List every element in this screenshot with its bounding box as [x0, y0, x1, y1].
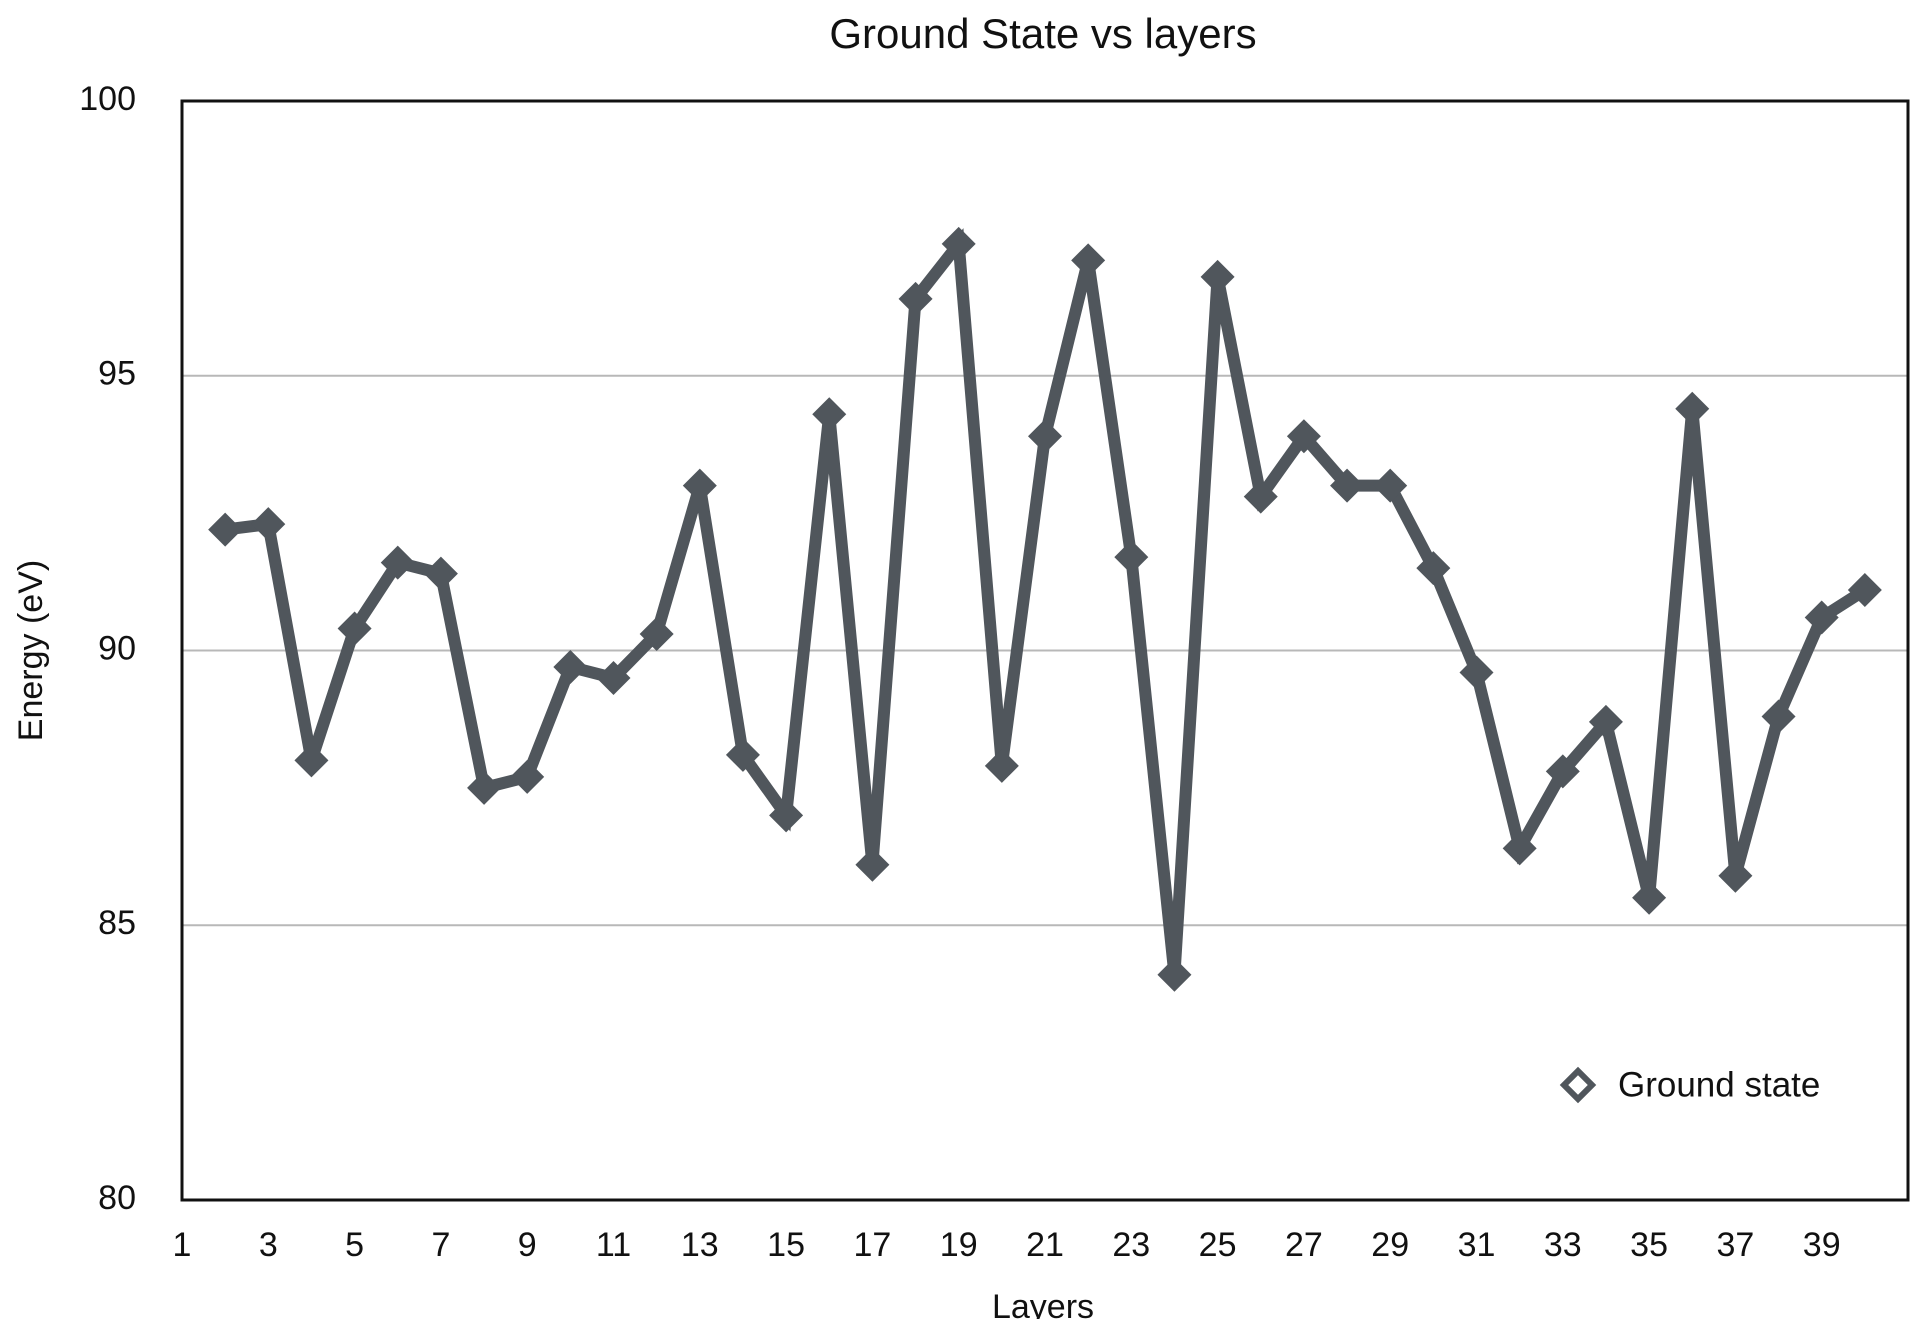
data-point-marker	[1804, 600, 1839, 635]
x-tick-label: 33	[1544, 1226, 1582, 1264]
x-tick-label: 31	[1458, 1226, 1496, 1264]
data-point-marker	[1114, 540, 1149, 575]
data-point-marker	[984, 748, 1019, 783]
x-tick-label: 3	[259, 1226, 278, 1264]
data-point-marker	[553, 649, 588, 684]
legend-label-ground-state: Ground state	[1618, 1065, 1820, 1104]
data-point-marker	[1243, 479, 1278, 514]
x-tick-label: 23	[1112, 1226, 1150, 1264]
data-point-marker	[812, 397, 847, 432]
y-tick-label: 80	[98, 1179, 136, 1217]
data-point-marker	[1157, 957, 1192, 992]
x-tick-label: 19	[940, 1226, 978, 1264]
data-point-marker	[682, 468, 717, 503]
data-point-marker	[1416, 551, 1451, 586]
x-tick-label: 17	[853, 1226, 891, 1264]
data-point-marker	[1071, 243, 1106, 278]
data-point-marker	[1718, 858, 1753, 893]
x-tick-label: 5	[345, 1226, 364, 1264]
legend: Ground state	[1559, 1065, 1820, 1104]
data-point-marker	[337, 611, 372, 646]
data-point-marker	[467, 770, 502, 805]
data-point-marker	[423, 556, 458, 591]
data-point-marker	[1502, 831, 1537, 866]
chart-title: Ground State vs layers	[829, 10, 1256, 57]
data-point-marker	[1588, 704, 1623, 739]
series-group	[208, 226, 1882, 992]
y-axis-ticks: 80 85 90 95 100	[79, 80, 136, 1217]
gridlines	[182, 374, 1908, 927]
x-axis-label: Layers	[992, 1288, 1094, 1319]
x-tick-label: 15	[767, 1226, 805, 1264]
y-tick-label: 95	[98, 355, 136, 393]
data-point-marker	[251, 507, 286, 542]
data-point-marker	[208, 512, 243, 547]
data-point-marker	[1632, 880, 1667, 915]
data-point-marker	[1545, 754, 1580, 789]
y-axis-label: Energy (eV)	[12, 560, 50, 741]
data-point-marker	[1028, 419, 1062, 454]
x-tick-label: 11	[596, 1226, 631, 1264]
x-tick-label: 9	[518, 1226, 537, 1264]
data-point-marker	[380, 545, 415, 580]
legend-marker-ground-state	[1559, 1066, 1597, 1104]
y-tick-label: 100	[79, 80, 136, 118]
data-point-marker	[1675, 391, 1710, 426]
data-point-marker	[941, 226, 976, 261]
data-point-marker	[898, 281, 933, 316]
x-tick-label: 27	[1285, 1226, 1323, 1264]
data-point-marker	[1330, 468, 1365, 503]
x-tick-label: 7	[431, 1226, 450, 1264]
x-tick-label: 37	[1716, 1226, 1754, 1264]
data-point-marker	[510, 759, 545, 794]
data-point-marker	[725, 737, 760, 772]
plot-area-frame	[180, 99, 1910, 1202]
x-tick-label: 13	[681, 1226, 719, 1264]
data-point-marker	[1761, 699, 1796, 734]
data-point-marker	[639, 617, 674, 652]
data-point-marker	[596, 660, 631, 695]
data-point-marker	[1286, 419, 1321, 454]
data-point-marker	[769, 798, 804, 833]
data-point-marker	[1200, 259, 1235, 294]
x-tick-label: 39	[1803, 1226, 1841, 1264]
x-tick-label: 29	[1371, 1226, 1409, 1264]
x-tick-label: 1	[173, 1226, 192, 1264]
data-point-marker	[1459, 655, 1494, 690]
x-axis-ticks: 1 3 5 7 9 11 13 15 17 19 21 23 25 27 29 31 33 35 37 39	[173, 1226, 1841, 1264]
y-tick-label: 90	[98, 629, 136, 667]
data-point-marker	[294, 743, 329, 778]
data-point-marker	[1373, 468, 1408, 503]
data-point-marker	[855, 847, 890, 882]
y-tick-label: 85	[98, 904, 136, 942]
x-tick-label: 21	[1026, 1226, 1064, 1264]
x-tick-label: 35	[1630, 1226, 1668, 1264]
data-point-marker	[1847, 573, 1882, 608]
x-tick-label: 25	[1199, 1226, 1237, 1264]
